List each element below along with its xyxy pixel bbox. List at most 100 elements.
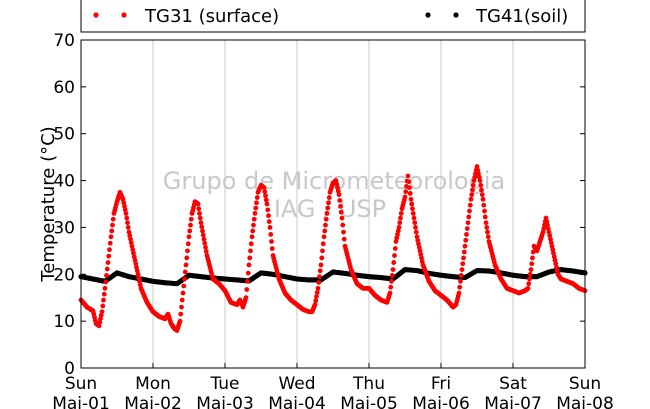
data-point bbox=[124, 215, 130, 221]
legend: TG31 (surface) TG41(soil) bbox=[80, 0, 586, 33]
legend-marker-surface-2 bbox=[121, 12, 127, 18]
data-point bbox=[203, 249, 209, 254]
data-point bbox=[314, 294, 319, 299]
x-tick-date-label: Mai-02 bbox=[124, 394, 182, 409]
data-point bbox=[403, 189, 409, 195]
legend-marker-surface-1 bbox=[93, 12, 99, 18]
data-point bbox=[317, 274, 322, 280]
data-point bbox=[318, 262, 324, 268]
y-tick-label: 70 bbox=[53, 31, 75, 51]
x-tick-date-label: Mai-04 bbox=[268, 394, 326, 409]
data-point bbox=[326, 200, 331, 206]
data-point bbox=[254, 195, 260, 200]
data-point bbox=[324, 210, 330, 216]
data-point bbox=[408, 196, 414, 202]
data-point bbox=[107, 240, 113, 246]
data-point bbox=[388, 284, 394, 290]
data-point bbox=[197, 210, 202, 216]
legend-marker-soil-2 bbox=[453, 12, 459, 18]
data-point bbox=[470, 182, 476, 188]
data-point bbox=[336, 192, 342, 198]
data-point bbox=[203, 244, 208, 250]
data-point bbox=[458, 273, 464, 278]
x-tick-day-label: Sat bbox=[499, 374, 527, 394]
data-point bbox=[101, 297, 106, 303]
data-point bbox=[269, 246, 275, 251]
data-point bbox=[338, 203, 343, 209]
legend-label-surface: TG31 (surface) bbox=[144, 6, 279, 27]
data-point bbox=[528, 267, 534, 272]
data-point bbox=[101, 291, 107, 297]
data-point bbox=[391, 260, 397, 265]
x-tick-day-label: Sun bbox=[569, 374, 601, 394]
data-point bbox=[392, 246, 398, 251]
data-point bbox=[201, 236, 207, 242]
data-point bbox=[409, 201, 415, 207]
data-point bbox=[106, 253, 112, 259]
data-point bbox=[405, 173, 411, 179]
data-point bbox=[480, 196, 486, 202]
data-point bbox=[485, 234, 491, 240]
x-tick-date-label: Mai-05 bbox=[340, 394, 398, 409]
data-point bbox=[267, 225, 273, 230]
x-tick-date-label: Mai-07 bbox=[484, 394, 542, 409]
data-point bbox=[125, 220, 130, 226]
data-point bbox=[100, 303, 106, 309]
data-point bbox=[104, 266, 110, 272]
data-point bbox=[323, 222, 328, 228]
data-point bbox=[196, 206, 202, 212]
data-point bbox=[340, 222, 346, 228]
data-point bbox=[246, 262, 252, 268]
data-point bbox=[413, 225, 418, 230]
data-point bbox=[104, 273, 109, 278]
data-point bbox=[485, 229, 490, 235]
data-point bbox=[265, 207, 271, 213]
data-point bbox=[107, 247, 112, 253]
data-point bbox=[248, 241, 254, 247]
data-point bbox=[197, 215, 203, 221]
data-point bbox=[465, 220, 471, 226]
y-tick-label: 60 bbox=[53, 78, 75, 98]
data-point bbox=[412, 220, 418, 226]
x-tick-date-label: Mai-03 bbox=[196, 394, 254, 409]
legend-box bbox=[80, 0, 586, 33]
series-tg31-surface bbox=[78, 164, 588, 333]
data-point bbox=[482, 208, 487, 214]
data-point bbox=[398, 210, 404, 216]
data-point bbox=[262, 189, 268, 195]
data-point bbox=[469, 192, 475, 198]
data-point bbox=[248, 248, 253, 254]
x-axis: SunMai-01MonMai-02TueMai-03WedMai-04ThuM… bbox=[52, 363, 614, 409]
data-point bbox=[321, 234, 327, 240]
data-point bbox=[269, 239, 274, 244]
data-point bbox=[462, 243, 468, 249]
data-point bbox=[266, 219, 272, 224]
series-tg41-soil bbox=[78, 267, 588, 287]
x-tick-date-label: Mai-01 bbox=[52, 394, 110, 409]
data-point bbox=[482, 214, 488, 220]
data-point bbox=[323, 216, 329, 222]
data-point bbox=[184, 255, 190, 261]
data-point bbox=[527, 271, 533, 277]
data-point bbox=[464, 232, 469, 237]
y-axis: 0 10 20 30 40 50 60 70 bbox=[53, 31, 585, 379]
data-point bbox=[470, 187, 475, 193]
legend-marker-soil-1 bbox=[425, 12, 431, 18]
data-point bbox=[529, 261, 535, 267]
data-point bbox=[187, 228, 193, 234]
x-tick-date-label: Mai-08 bbox=[556, 394, 614, 409]
data-point bbox=[249, 234, 255, 240]
data-point bbox=[199, 224, 205, 230]
data-point bbox=[177, 318, 183, 324]
data-point bbox=[406, 179, 412, 185]
data-point bbox=[109, 228, 115, 234]
data-point bbox=[337, 198, 343, 203]
legend-label-soil: TG41(soil) bbox=[475, 6, 568, 27]
data-point bbox=[185, 241, 191, 247]
data-point bbox=[341, 236, 347, 242]
data-point bbox=[468, 196, 474, 202]
data-point bbox=[319, 255, 325, 261]
data-point bbox=[460, 261, 466, 267]
x-tick-day-label: Tue bbox=[209, 374, 239, 394]
data-point bbox=[103, 279, 109, 285]
